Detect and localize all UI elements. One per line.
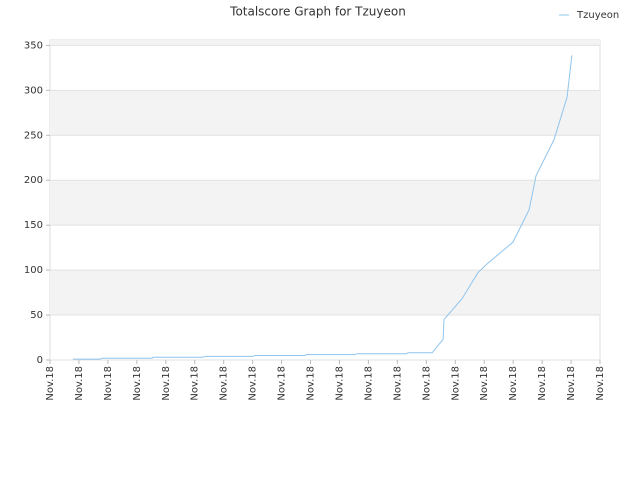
x-tick-label: Nov.18 [537, 366, 548, 401]
y-tick-label: 250 [24, 130, 43, 141]
x-tick-label: Nov.18 [103, 366, 114, 401]
line-series [72, 55, 573, 360]
y-tick-label: 150 [24, 220, 43, 231]
x-tick-label: Nov.18 [219, 366, 230, 401]
x-tick-label: Nov.18 [334, 366, 345, 401]
chart-title: Totalscore Graph for Tzuyeon [229, 5, 406, 19]
x-tick-label: Nov.18 [595, 366, 606, 401]
y-tick-label: 350 [24, 40, 43, 51]
y-tick-label: 50 [30, 310, 43, 321]
x-tick-label: Nov.18 [74, 366, 85, 401]
y-tick-label: 200 [24, 175, 43, 186]
x-tick-label: Nov.18 [479, 366, 490, 401]
grid-band [50, 180, 600, 226]
x-tick-label: Nov.18 [45, 366, 56, 401]
x-tick-label: Nov.18 [421, 366, 432, 401]
x-tick-label: Nov.18 [450, 366, 461, 401]
x-tick-label: Nov.18 [190, 366, 201, 401]
grid-band [50, 90, 600, 136]
legend-label: Tzuyeon [576, 10, 619, 21]
x-tick-label: Nov.18 [392, 366, 403, 401]
grid-band [50, 270, 600, 316]
x-tick-label: Nov.18 [306, 366, 317, 401]
y-tick-label: 300 [24, 85, 43, 96]
y-tick-label: 0 [37, 355, 43, 366]
x-tick-label: Nov.18 [132, 366, 143, 401]
x-tick-label: Nov.18 [508, 366, 519, 401]
x-tick-label: Nov.18 [277, 366, 288, 401]
x-tick-label: Nov.18 [363, 366, 374, 401]
grid-band [50, 40, 600, 46]
x-tick-label: Nov.18 [161, 366, 172, 401]
x-tick-label: Nov.18 [248, 366, 259, 401]
y-tick-label: 100 [24, 265, 43, 276]
x-tick-label: Nov.18 [566, 366, 577, 401]
